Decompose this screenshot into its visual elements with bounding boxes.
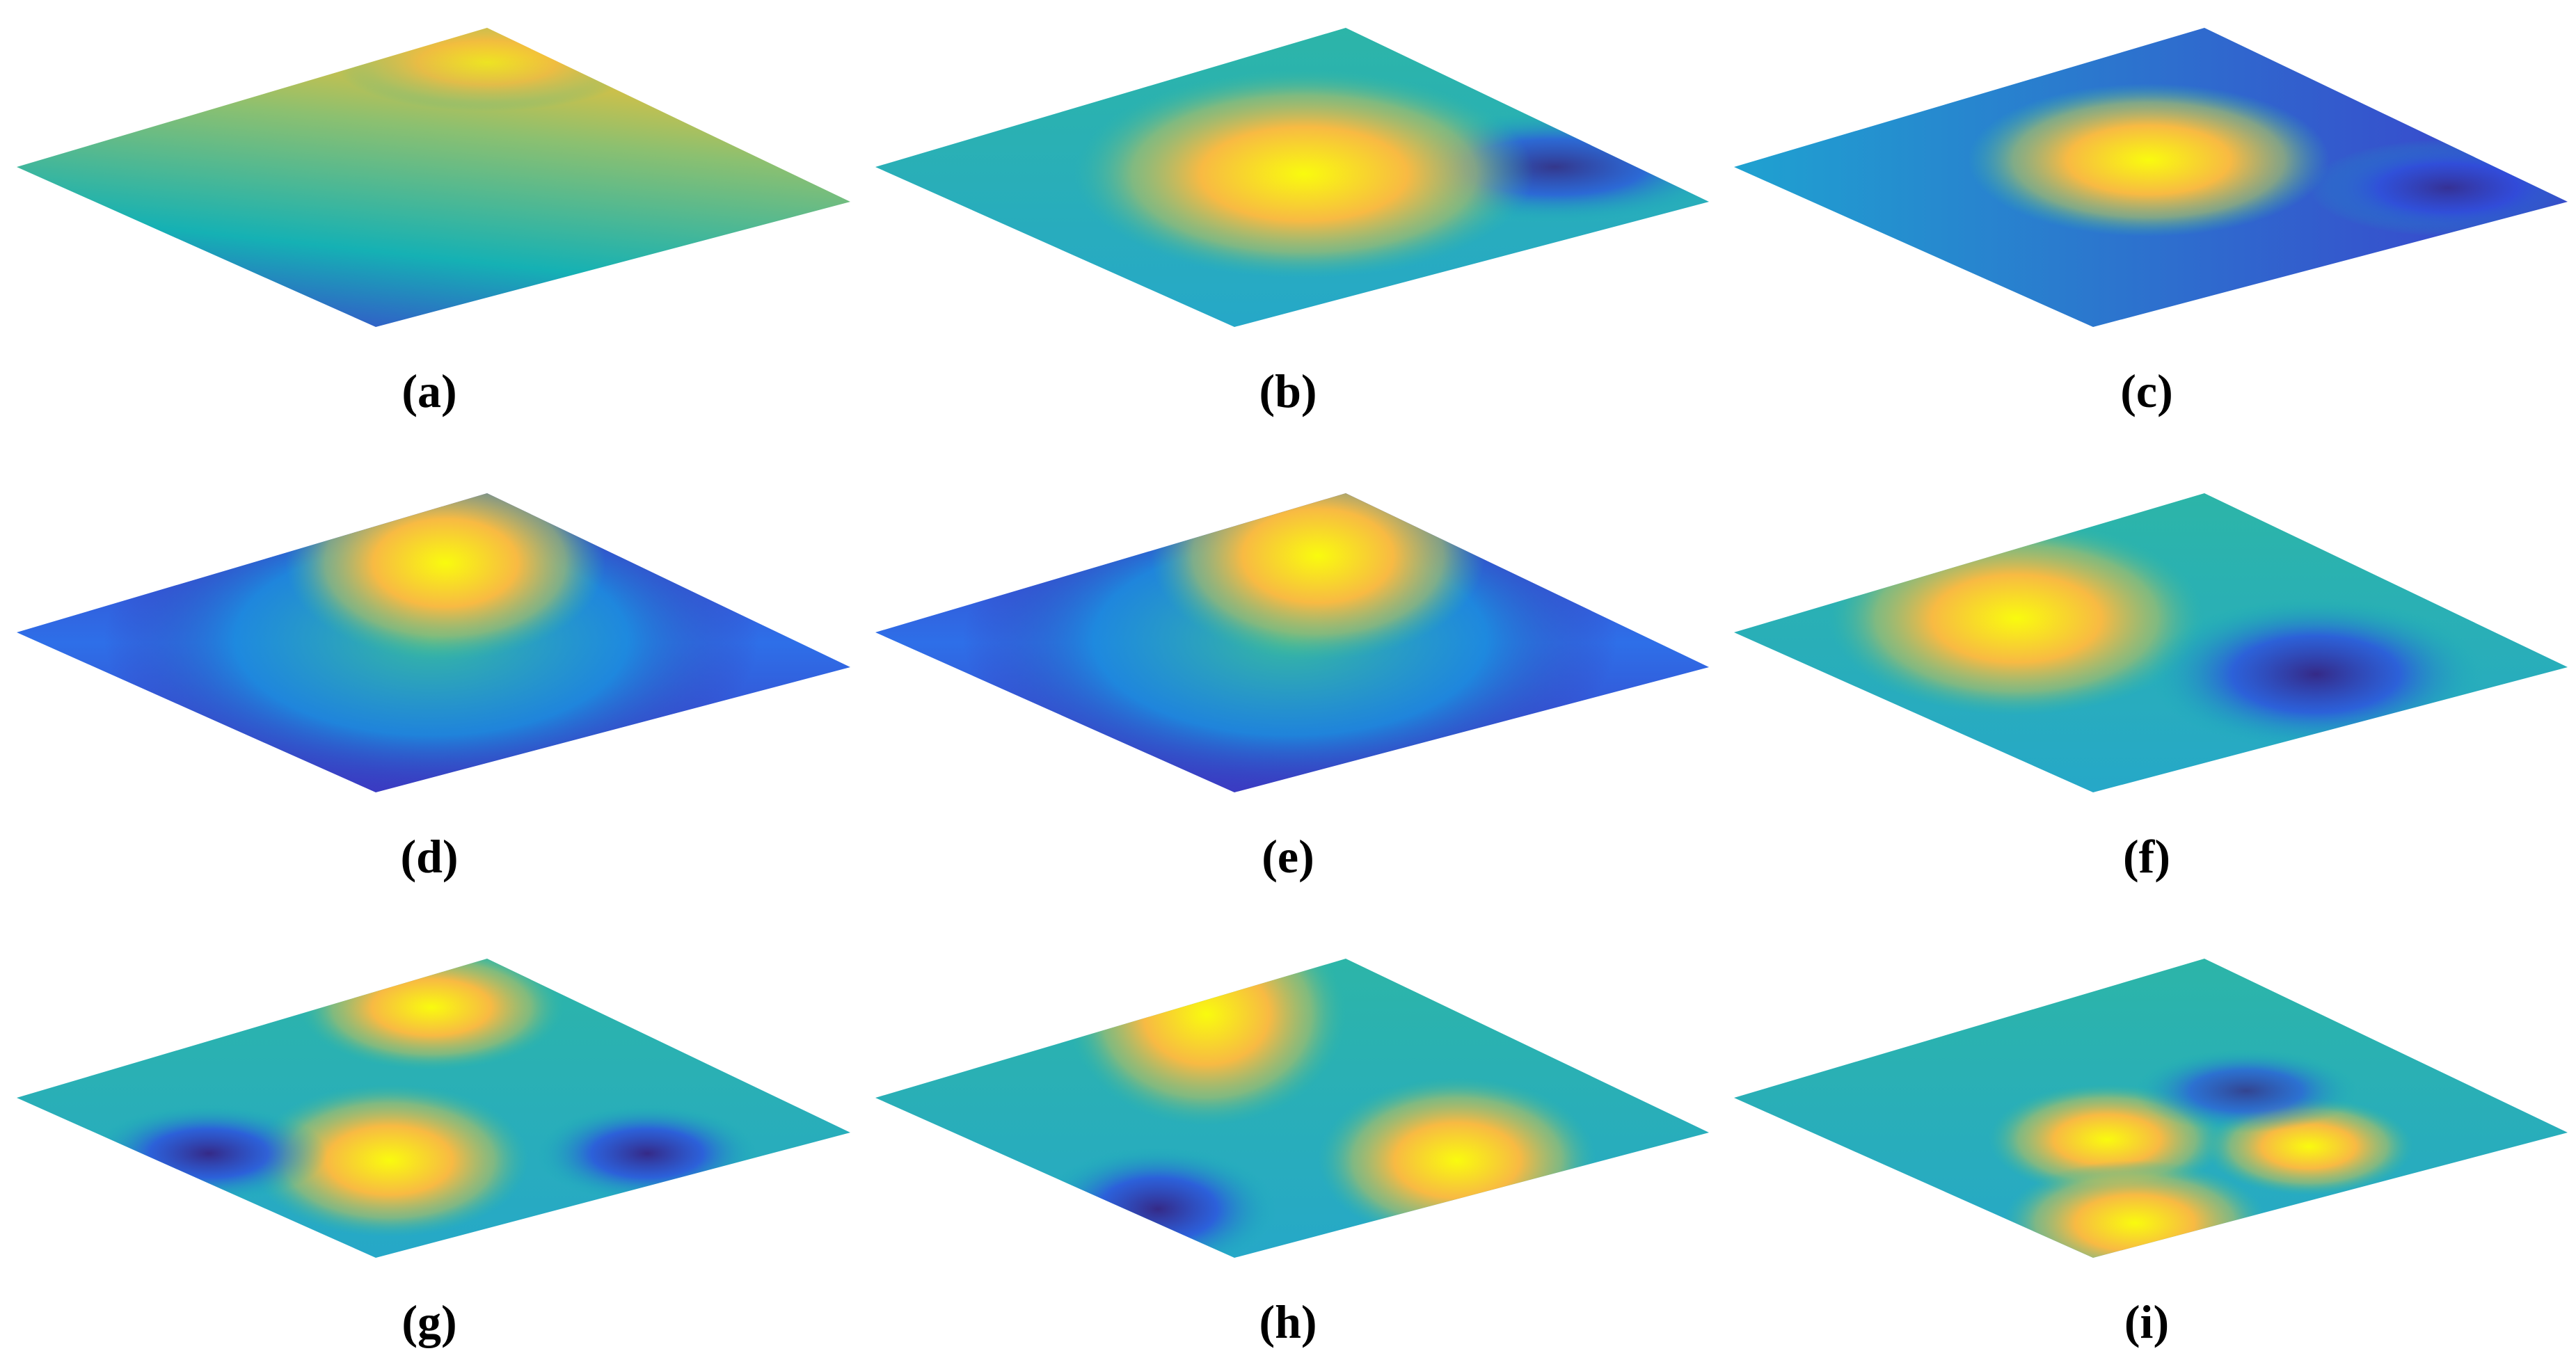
surface-shading: [1968, 83, 2568, 237]
surface-feature: [1829, 521, 2204, 716]
surface-feature: [1074, 70, 1534, 278]
surface-feature: [536, 1105, 758, 1202]
surface-feature: [1318, 1077, 1596, 1244]
surface-feature: [1151, 493, 1485, 660]
panel-label: (c): [2120, 365, 2172, 417]
surface-feature: [251, 1084, 529, 1237]
surface-feature: [90, 1105, 327, 1202]
panel: (e): [875, 493, 1709, 883]
panel-label: (g): [401, 1295, 456, 1348]
panel: (a): [17, 28, 850, 417]
surface-feature: [299, 959, 564, 1070]
panel-label: (e): [1262, 830, 1314, 883]
panel-label: (h): [1259, 1295, 1317, 1348]
panel-label: (i): [2124, 1295, 2169, 1348]
surface-feature: [285, 493, 605, 660]
surface-shading: [334, 28, 640, 111]
panel: (i): [1734, 959, 2568, 1348]
panel: (h): [875, 959, 1709, 1348]
surface-shading: [104, 493, 758, 792]
surface-feature: [2309, 139, 2568, 237]
panel: (d): [17, 493, 850, 883]
surface-shading: [963, 493, 1617, 792]
panel-label: (a): [401, 365, 456, 417]
panel: (b): [875, 28, 1709, 417]
surface-shading: [1989, 1049, 2413, 1258]
panel: (f): [1734, 493, 2568, 883]
surface-feature: [2135, 1049, 2358, 1133]
panel: (c): [1734, 28, 2568, 417]
panel-label: (f): [2123, 830, 2170, 883]
surface-feature: [2149, 598, 2483, 751]
panel: (g): [17, 959, 850, 1348]
surface-feature: [334, 28, 640, 111]
panel-label: (d): [400, 830, 458, 883]
surface-feature: [1040, 1146, 1276, 1258]
surface-feature: [2003, 1160, 2267, 1258]
panel-label: (b): [1259, 365, 1317, 417]
surface-feature: [1968, 83, 2330, 237]
surface-feature: [1067, 959, 1346, 1126]
surface: [17, 28, 850, 327]
surface-shading: [1074, 70, 1709, 278]
